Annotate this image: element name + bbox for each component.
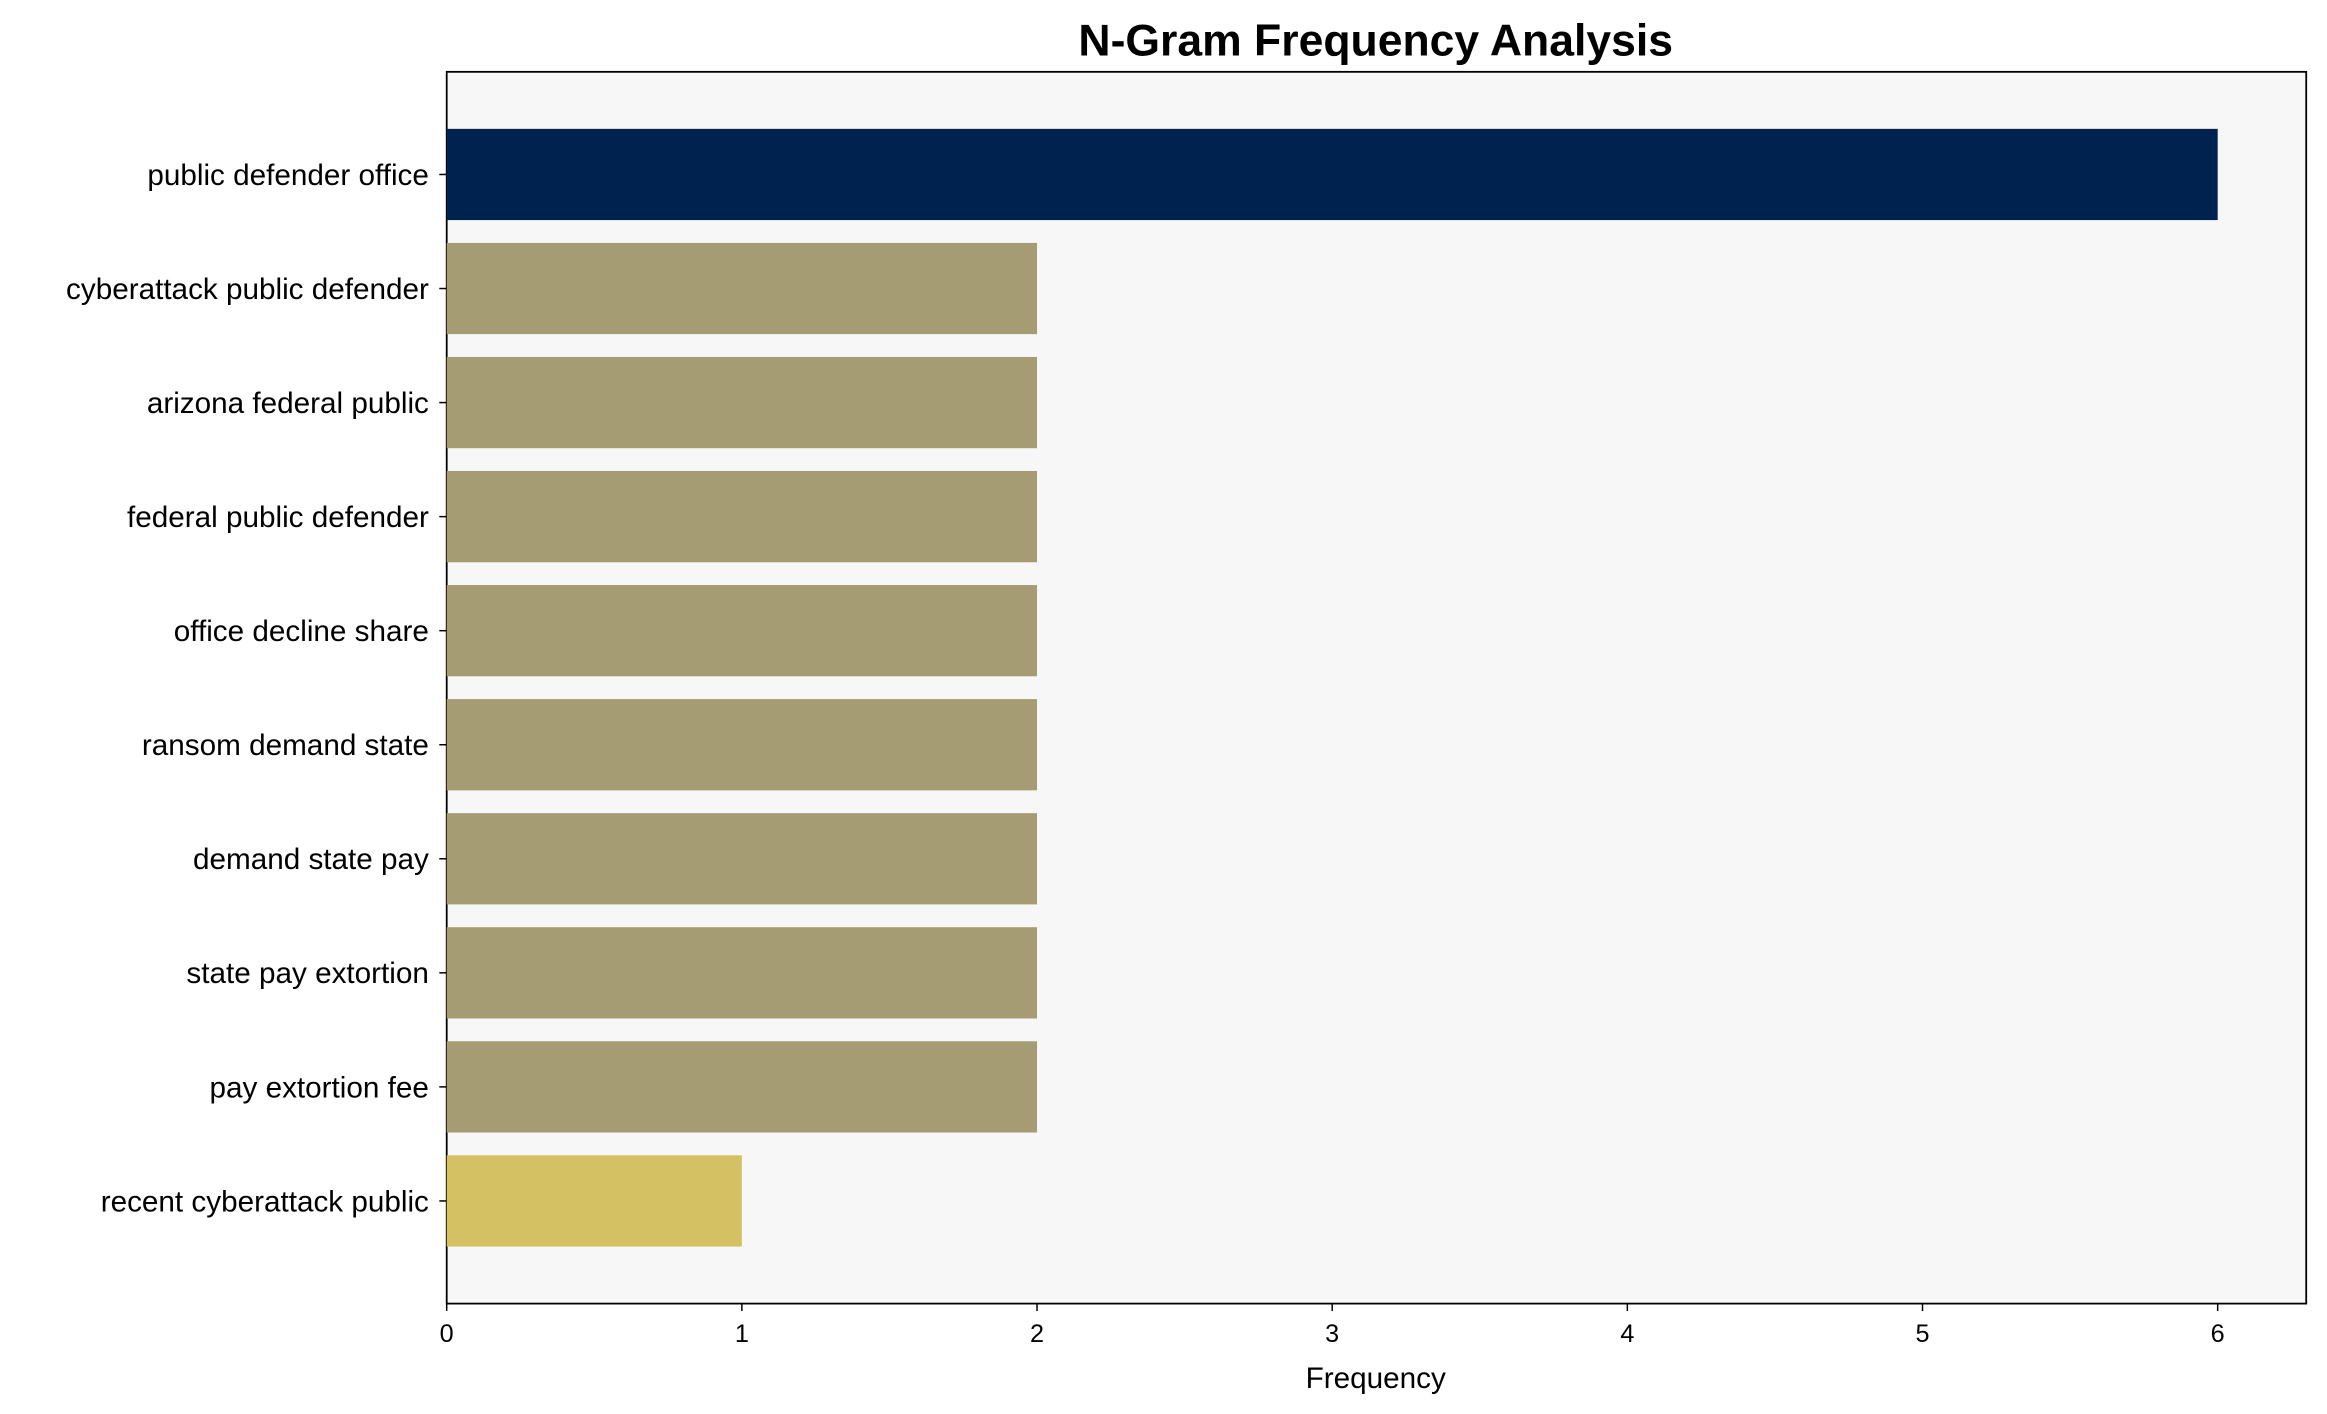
y-tick-label: public defender office (147, 159, 429, 192)
bar (446, 1041, 1038, 1133)
bar (446, 128, 2218, 221)
y-tick-label: ransom demand state (142, 729, 429, 762)
y-tick-label: office decline share (174, 615, 429, 648)
x-tick-label: 4 (1620, 1320, 1634, 1348)
y-tick-label: cyberattack public defender (66, 273, 429, 306)
bar (446, 813, 1038, 905)
bar (446, 1155, 742, 1247)
x-tick-label: 0 (440, 1320, 454, 1348)
y-tick-label: arizona federal public (147, 387, 429, 420)
chart-title: N-Gram Frequency Analysis (1078, 16, 1673, 65)
x-tick-label: 1 (735, 1320, 749, 1348)
x-axis-label: Frequency (1306, 1362, 1446, 1395)
y-tick-label: federal public defender (127, 501, 429, 534)
bar (446, 242, 1038, 335)
y-tick-label: demand state pay (193, 843, 429, 876)
x-tick-label: 3 (1325, 1320, 1339, 1348)
x-tick-label: 5 (1915, 1320, 1929, 1348)
bar (446, 699, 1038, 791)
x-tick-label: 6 (2211, 1320, 2225, 1348)
y-tick-label: pay extortion fee (210, 1071, 429, 1104)
bar (446, 471, 1038, 563)
bar (446, 356, 1038, 449)
x-tick-label: 2 (1030, 1320, 1044, 1348)
bar (446, 927, 1038, 1019)
bar (446, 585, 1038, 677)
y-tick-label: recent cyberattack public (101, 1185, 429, 1218)
y-tick-label: state pay extortion (186, 957, 428, 990)
